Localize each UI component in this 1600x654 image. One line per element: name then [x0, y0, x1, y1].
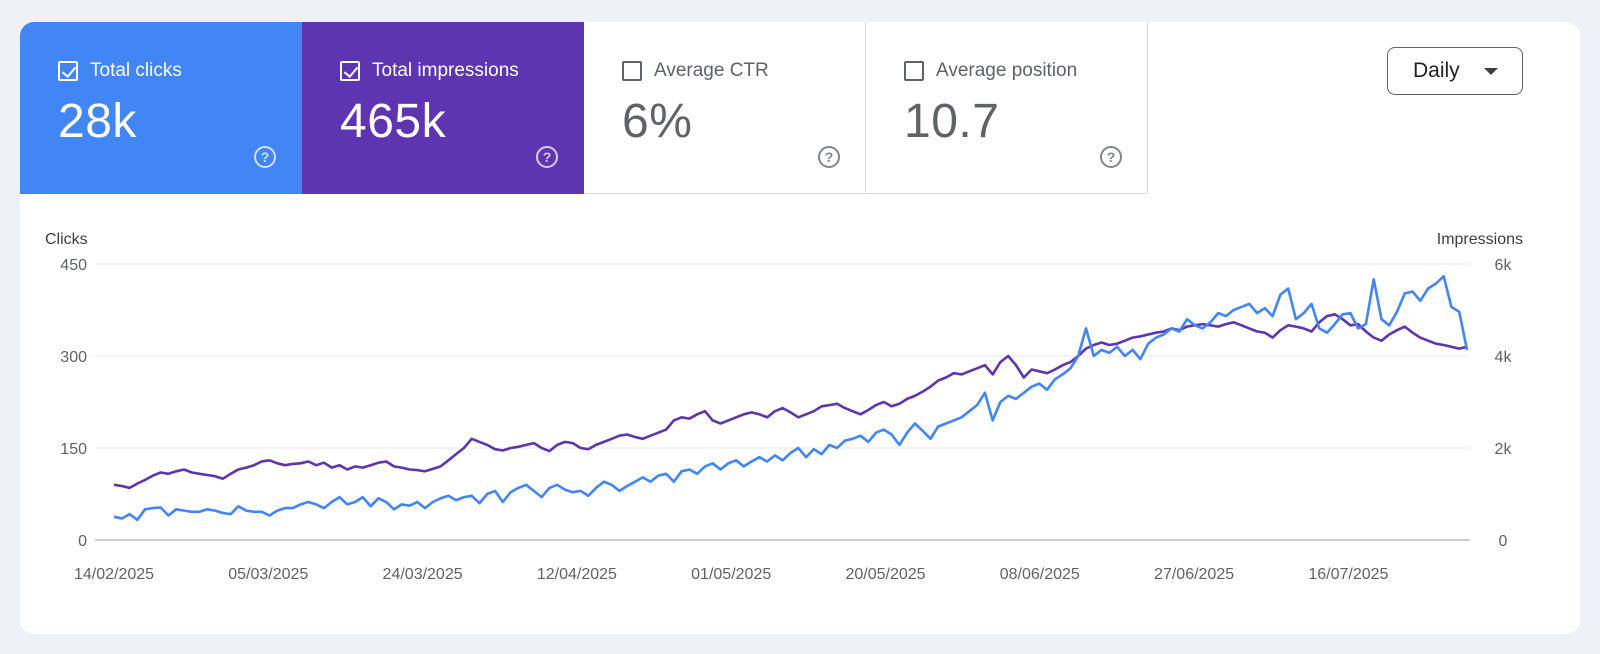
- chart-grid: [95, 263, 1470, 541]
- right-tick-label: 0: [1499, 533, 1508, 550]
- left-tick-label: 300: [60, 349, 87, 366]
- metric-label-row: Average position: [904, 60, 1077, 82]
- x-tick-label: 05/03/2025: [228, 566, 308, 583]
- left-axis-ticks: 450 300 150 0: [60, 257, 87, 550]
- help-icon[interactable]: ?: [818, 146, 840, 168]
- left-tick-label: 150: [60, 441, 87, 458]
- metric-card-total-impressions[interactable]: Total impressions 465k ?: [302, 22, 584, 194]
- checkbox-checked-icon[interactable]: [58, 61, 78, 81]
- right-axis-title: Impressions: [1437, 231, 1523, 248]
- metric-label-row: Total impressions: [340, 60, 519, 82]
- x-tick-label: 08/06/2025: [1000, 566, 1080, 583]
- help-icon[interactable]: ?: [1100, 146, 1122, 168]
- performance-chart: Clicks Impressions 450 300 150 0 6k 4k 2k 0 14…: [45, 231, 1523, 583]
- metric-label: Total impressions: [372, 60, 519, 81]
- metric-label: Average position: [936, 60, 1078, 81]
- metric-value: 10.7: [904, 95, 1000, 148]
- checkbox-checked-icon[interactable]: [340, 61, 360, 81]
- x-tick-label: 16/07/2025: [1308, 566, 1388, 583]
- x-axis-ticks: 14/02/2025 05/03/2025 24/03/2025 12/04/2025…: [74, 566, 1389, 583]
- metric-card-average-ctr[interactable]: Average CTR 6% ?: [584, 22, 866, 194]
- performance-panel: Total clicks 28k ? Total impressions 465…: [20, 22, 1580, 634]
- metric-value: 465k: [340, 95, 447, 148]
- caret-down-icon: [1484, 68, 1498, 75]
- x-tick-label: 27/06/2025: [1154, 566, 1234, 583]
- metric-value: 28k: [58, 95, 137, 148]
- metric-cards: Total clicks 28k ? Total impressions 465…: [20, 22, 1148, 194]
- metric-label-row: Average CTR: [622, 60, 769, 82]
- help-icon[interactable]: ?: [254, 146, 276, 168]
- metric-label: Average CTR: [654, 60, 769, 81]
- chart-series: [113, 275, 1469, 522]
- right-tick-label: 6k: [1495, 257, 1513, 274]
- metric-label: Total clicks: [90, 60, 182, 81]
- help-icon[interactable]: ?: [536, 146, 558, 168]
- right-tick-label: 4k: [1495, 349, 1513, 366]
- right-axis-ticks: 6k 4k 2k 0: [1495, 257, 1513, 550]
- left-axis-title: Clicks: [45, 231, 88, 248]
- series-line-total-clicks: [113, 275, 1469, 522]
- x-tick-label: 12/04/2025: [537, 566, 617, 583]
- metric-label-row: Total clicks: [58, 60, 182, 82]
- x-tick-label: 20/05/2025: [845, 566, 925, 583]
- left-tick-label: 450: [60, 257, 87, 274]
- metric-card-average-position[interactable]: Average position 10.7 ?: [866, 22, 1148, 194]
- dropdown-label: Daily: [1413, 59, 1460, 82]
- checkbox-unchecked-icon[interactable]: [904, 61, 924, 81]
- metric-card-total-clicks[interactable]: Total clicks 28k ?: [20, 22, 302, 194]
- right-tick-label: 2k: [1495, 441, 1513, 458]
- x-tick-label: 01/05/2025: [691, 566, 771, 583]
- metric-value: 6%: [622, 95, 693, 148]
- series-line-total-impressions: [113, 312, 1468, 490]
- x-tick-label: 14/02/2025: [74, 566, 154, 583]
- checkbox-unchecked-icon[interactable]: [622, 61, 642, 81]
- granularity-dropdown[interactable]: Daily: [1387, 47, 1523, 95]
- left-tick-label: 0: [78, 533, 87, 550]
- x-tick-label: 24/03/2025: [383, 566, 463, 583]
